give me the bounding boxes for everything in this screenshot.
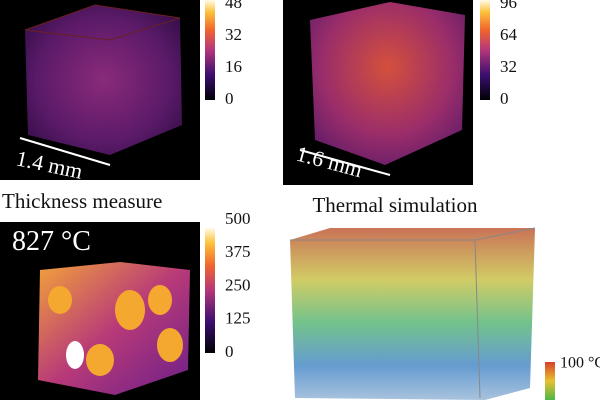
foam-cube bbox=[310, 2, 465, 165]
colorbar-tick-label: 0 bbox=[500, 89, 509, 108]
thermal-cube bbox=[290, 228, 535, 400]
scale-bar bbox=[299, 149, 391, 176]
panel-title: Thickness measure bbox=[2, 189, 162, 213]
temperature-label: 827 °C bbox=[12, 226, 91, 257]
colorbar-tick-label: 0 bbox=[225, 342, 234, 361]
colorbar-tick-label: 16 bbox=[225, 57, 242, 76]
colorbar-label: 100 °C bbox=[560, 355, 600, 372]
colorbar-tick-label: 375 bbox=[225, 242, 251, 261]
colorbar bbox=[480, 0, 490, 100]
colorbar bbox=[545, 362, 555, 400]
colorbar bbox=[205, 228, 215, 353]
pore bbox=[66, 341, 84, 369]
scale-bar bbox=[19, 137, 111, 166]
cube-edge bbox=[24, 4, 181, 41]
colorbar-tick-label: 48 bbox=[225, 0, 242, 12]
pore-group bbox=[48, 285, 183, 376]
colorbar-tick-label: 0 bbox=[225, 89, 234, 108]
colorbar-tick-label: 64 bbox=[500, 25, 518, 44]
colorbar bbox=[205, 0, 215, 100]
foam-cube bbox=[25, 5, 182, 155]
colorbar-tick-label: 32 bbox=[500, 57, 517, 76]
panel-title: Thermal simulation bbox=[312, 193, 478, 217]
colorbar-tick-label: 32 bbox=[225, 25, 242, 44]
colorbar-tick-label: 250 bbox=[225, 275, 251, 294]
colorbar-tick-label: 500 bbox=[225, 209, 251, 228]
cube-edge bbox=[474, 239, 481, 399]
colorbar-tick-label: 96 bbox=[500, 0, 517, 12]
colorbar-tick-label: 125 bbox=[225, 309, 251, 328]
